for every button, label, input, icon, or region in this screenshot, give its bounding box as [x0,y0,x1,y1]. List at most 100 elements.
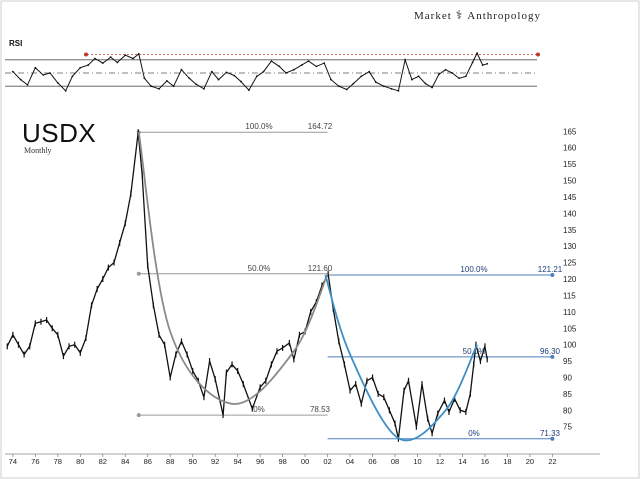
rsi-point-48 [368,70,371,73]
rsi-point-42 [323,62,326,64]
rsi-point-64 [476,52,478,55]
x-tick-label-14: 02 [323,457,331,466]
fib-marker-1 [136,271,141,276]
y-tick-label-5: 100 [563,341,577,350]
rsi-point-54 [410,78,413,81]
y-tick-label-6: 105 [563,324,577,333]
fib-pct-label-0: 100.0% [245,122,272,131]
rsi-point-10 [87,64,90,66]
rsi-point-16 [132,57,135,60]
y-tick-label-18: 165 [563,127,577,136]
chart-title: USDX [22,118,97,148]
rsi-point-50 [382,85,385,88]
rsi-point-65 [481,64,484,66]
x-tick-label-18: 10 [413,457,421,466]
fib-marker-4 [550,354,555,359]
x-tick-label-8: 90 [189,457,197,466]
y-tick-label-10: 125 [563,259,577,268]
fib-pct-label-3: 100.0% [460,265,487,274]
rsi-point-27 [210,70,213,73]
x-tick-label-24: 22 [548,457,556,466]
x-tick-label-6: 86 [144,457,152,466]
rsi-point-63 [471,61,474,64]
brand-right: Anthropology [467,10,541,22]
rsi-point-14 [116,61,119,64]
rsi-point-62 [464,75,467,78]
rsi-point-2 [26,83,29,86]
bowl-arc-0 [137,132,329,405]
rsi-point-17 [137,52,140,55]
x-tick-label-4: 82 [99,457,107,466]
x-tick-label-13: 00 [301,457,309,466]
rsi-marker-right [536,52,540,57]
rsi-point-6 [56,82,59,84]
rsi-point-0 [11,70,14,73]
rsi-point-59 [444,68,447,71]
y-tick-label-7: 110 [563,308,576,317]
fib-marker-5 [550,436,555,441]
x-tick-label-1: 76 [31,457,39,466]
rsi-point-66 [486,62,489,65]
rsi-point-20 [158,87,160,90]
rsi-point-43 [330,78,332,81]
fib-pct-label-1: 50.0% [248,264,271,273]
rsi-point-15 [124,54,127,57]
x-tick-label-5: 84 [121,457,129,466]
fib-marker-3 [550,273,555,278]
x-tick-label-11: 96 [256,457,264,466]
rsi-point-7 [64,89,67,92]
rsi-point-25 [195,83,197,86]
rsi-point-32 [248,89,250,92]
rsi-panel-label: RSI [9,39,23,48]
rsi-point-39 [300,64,303,66]
x-tick-label-17: 08 [391,457,399,466]
rsi-point-41 [315,65,318,68]
rsi-point-35 [270,60,273,63]
rsi-point-31 [240,80,242,83]
fib-pct-label-5: 0% [468,429,480,438]
x-tick-label-16: 06 [368,457,376,466]
rsi-point-3 [34,66,37,69]
rsi-point-1 [19,78,22,81]
x-tick-label-19: 12 [436,457,444,466]
usdx-price-line [6,132,488,439]
rsi-point-28 [217,78,220,81]
rsi-point-33 [255,75,258,78]
rsi-point-53 [404,58,407,61]
rsi-point-18 [143,77,146,80]
rsi-point-51 [390,87,393,90]
fib-pct-label-2: 0% [253,405,265,414]
rsi-point-55 [417,75,420,78]
x-tick-label-10: 94 [233,457,241,466]
x-tick-label-7: 88 [166,457,174,466]
bowl-arc-1 [324,274,478,442]
rsi-point-19 [150,85,153,88]
x-tick-label-15: 04 [346,457,354,466]
x-tick-label-0: 74 [9,457,17,466]
fib-value-label-1: 121.60 [308,264,333,273]
rsi-point-60 [451,72,454,74]
x-tick-label-12: 98 [278,457,286,466]
rsi-point-57 [431,86,434,89]
x-tick-label-9: 92 [211,457,219,466]
rsi-point-5 [49,72,51,74]
x-tick-label-21: 16 [481,457,489,466]
fib-value-label-4: 96.30 [540,347,561,356]
chart-subtitle: Monthly [24,146,52,155]
fib-value-label-5: 71.33 [540,429,561,438]
y-tick-label-17: 160 [563,144,577,153]
y-tick-label-9: 120 [563,275,577,284]
y-tick-label-14: 145 [563,193,577,202]
rsi-point-44 [337,85,340,88]
brand-logo: Market ⚕ Anthropology [414,8,541,23]
y-tick-label-4: 95 [563,357,572,366]
rsi-marker-left [84,52,88,57]
fib-marker-2 [136,413,141,418]
rsi-point-30 [233,74,236,77]
rsi-point-61 [458,77,460,80]
rsi-point-21 [165,80,168,82]
y-tick-label-0: 75 [563,423,572,432]
